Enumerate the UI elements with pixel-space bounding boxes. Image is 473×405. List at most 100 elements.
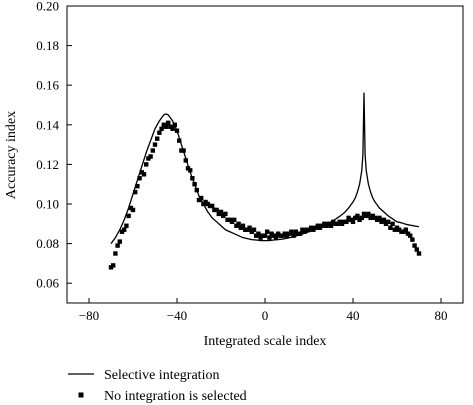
data-point-marker bbox=[157, 130, 162, 135]
data-point-marker bbox=[256, 231, 261, 236]
y-tick-label: 0.06 bbox=[36, 276, 59, 291]
x-tick-label: 0 bbox=[262, 308, 269, 323]
data-point-marker bbox=[232, 217, 237, 223]
data-point-marker bbox=[223, 211, 228, 217]
x-tick-label: −80 bbox=[79, 308, 99, 323]
data-point-marker bbox=[302, 229, 307, 234]
data-point-marker bbox=[368, 215, 373, 221]
data-point-marker bbox=[273, 235, 279, 240]
data-point-marker bbox=[388, 225, 393, 230]
legend-label-no-integration: No integration is selected bbox=[104, 389, 247, 404]
data-point-marker bbox=[214, 207, 219, 213]
data-point-marker bbox=[199, 195, 204, 201]
data-point-marker bbox=[172, 122, 177, 127]
data-point-marker bbox=[236, 221, 241, 226]
x-tick-label: 80 bbox=[435, 308, 448, 323]
data-point-marker bbox=[335, 221, 340, 226]
data-point-marker bbox=[403, 227, 408, 232]
data-point-marker bbox=[291, 233, 296, 238]
data-point-marker bbox=[170, 126, 175, 131]
y-tick-label: 0.20 bbox=[36, 0, 59, 14]
y-tick-label: 0.16 bbox=[36, 78, 59, 93]
data-point-marker bbox=[150, 148, 155, 153]
axis-ticks: −80 −40 0 40 80 0.06 0.08 0.10 0.12 0.14 0.16 0.18 0… bbox=[36, 0, 447, 323]
series-no-integration-selected bbox=[108, 120, 422, 270]
data-point-marker bbox=[350, 219, 356, 225]
data-point-marker bbox=[379, 219, 384, 225]
y-tick-label: 0.12 bbox=[36, 157, 59, 172]
legend: Selective integration No integration is … bbox=[68, 368, 247, 404]
data-point-marker bbox=[218, 209, 224, 215]
y-tick-label: 0.18 bbox=[36, 38, 59, 53]
data-point-marker bbox=[190, 176, 195, 181]
y-tick-label: 0.08 bbox=[36, 236, 59, 251]
data-point-marker bbox=[148, 154, 153, 159]
data-point-marker bbox=[133, 189, 138, 195]
data-point-marker bbox=[163, 124, 169, 129]
data-point-marker bbox=[265, 229, 270, 234]
data-point-marker bbox=[188, 168, 193, 173]
plot-area: −80 −40 0 40 80 0.06 0.08 0.10 0.12 0.14 0.16 0.18 0… bbox=[36, 0, 464, 323]
data-point-marker bbox=[366, 211, 371, 217]
plot-frame bbox=[66, 5, 464, 304]
data-point-marker bbox=[298, 231, 303, 236]
data-point-marker bbox=[346, 215, 351, 221]
data-point-marker bbox=[412, 243, 417, 248]
data-point-marker bbox=[416, 251, 422, 256]
series-selective-integration bbox=[110, 92, 420, 244]
data-point-marker bbox=[357, 217, 362, 223]
data-point-marker bbox=[122, 227, 127, 232]
data-point-marker bbox=[381, 217, 386, 223]
data-point-marker bbox=[144, 162, 149, 167]
data-point-marker bbox=[177, 138, 182, 143]
data-point-marker bbox=[258, 235, 263, 240]
data-point-marker bbox=[130, 207, 136, 213]
legend-marker-symbol bbox=[78, 392, 84, 398]
y-tick-label: 0.10 bbox=[36, 197, 59, 212]
data-point-marker bbox=[344, 219, 349, 225]
data-point-marker bbox=[159, 126, 164, 131]
data-point-marker bbox=[359, 215, 364, 221]
data-point-marker bbox=[410, 237, 415, 242]
data-point-marker bbox=[174, 128, 180, 133]
legend-label-selective-integration: Selective integration bbox=[104, 368, 219, 383]
data-point-marker bbox=[203, 199, 208, 205]
data-point-marker bbox=[401, 229, 406, 234]
data-point-marker bbox=[247, 225, 252, 230]
data-point-marker bbox=[408, 233, 413, 238]
y-axis-title: Accuracy index bbox=[4, 111, 19, 199]
data-point-marker bbox=[355, 213, 360, 219]
data-point-marker bbox=[262, 233, 268, 238]
data-point-marker bbox=[280, 233, 285, 238]
data-point-marker bbox=[289, 229, 294, 234]
data-point-marker bbox=[251, 227, 257, 232]
data-point-marker bbox=[414, 247, 419, 252]
data-point-marker bbox=[113, 251, 118, 256]
data-point-marker bbox=[328, 223, 334, 228]
data-point-marker bbox=[152, 142, 158, 147]
y-tick-label: 0.14 bbox=[36, 117, 59, 132]
data-point-marker bbox=[166, 120, 171, 126]
data-point-marker bbox=[267, 235, 272, 240]
data-point-marker bbox=[183, 158, 188, 163]
data-point-marker bbox=[181, 148, 186, 153]
data-point-marker bbox=[210, 203, 215, 209]
series-line-path bbox=[110, 92, 420, 244]
data-point-marker bbox=[115, 243, 120, 248]
data-point-marker bbox=[141, 172, 147, 177]
data-point-marker bbox=[269, 231, 274, 236]
data-point-marker bbox=[111, 263, 116, 268]
data-point-marker bbox=[386, 219, 391, 225]
x-axis-title: Integrated scale index bbox=[204, 334, 327, 349]
x-tick-label: 40 bbox=[347, 308, 360, 323]
data-point-marker bbox=[126, 213, 131, 219]
data-point-marker bbox=[225, 217, 230, 223]
data-point-marker bbox=[377, 215, 382, 221]
data-point-marker bbox=[390, 221, 395, 226]
data-point-marker bbox=[240, 223, 246, 228]
data-point-marker bbox=[117, 239, 122, 244]
data-point-marker bbox=[192, 182, 197, 187]
data-point-marker bbox=[137, 176, 142, 181]
data-point-marker bbox=[313, 225, 318, 230]
